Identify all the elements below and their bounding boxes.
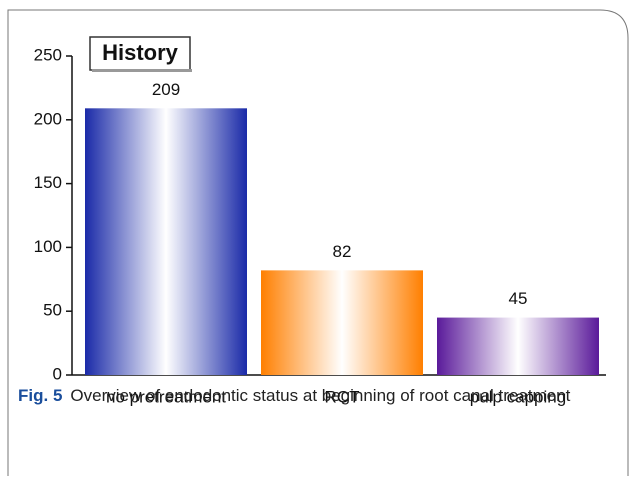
y-tick-label: 0 <box>53 364 62 383</box>
bar <box>437 317 599 375</box>
y-tick-label: 50 <box>43 301 62 320</box>
bar <box>261 270 423 375</box>
bar <box>85 108 247 375</box>
caption-text: Overview of endodontic status at beginni… <box>70 386 571 405</box>
data-label: 209 <box>152 80 180 99</box>
caption-label: Fig. 5 <box>18 386 63 405</box>
x-tick-label: RCT <box>325 387 360 406</box>
data-label: 82 <box>333 242 352 261</box>
title-shadow <box>92 69 192 72</box>
x-tick-label: no pretreatment <box>106 387 226 406</box>
frame <box>7 9 629 476</box>
data-label: 45 <box>509 289 528 308</box>
y-tick-label: 150 <box>34 173 62 192</box>
chart-title: History <box>102 40 179 65</box>
y-tick-label: 200 <box>34 109 62 128</box>
y-tick-label: 250 <box>34 45 62 64</box>
caption: Fig. 5 Overview of endodontic status at b… <box>18 384 608 408</box>
x-tick-label: pulp capping <box>470 387 566 406</box>
y-tick-label: 100 <box>34 237 62 256</box>
